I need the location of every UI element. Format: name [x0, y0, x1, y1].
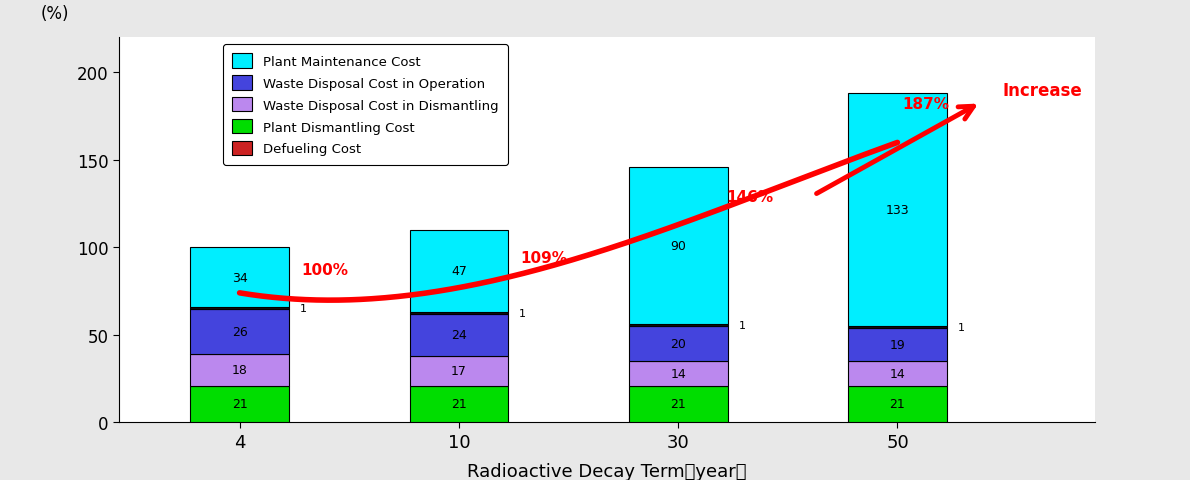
Bar: [628, 326, 727, 361]
Text: 21: 21: [451, 397, 466, 410]
Text: 19: 19: [890, 338, 906, 351]
Bar: [848, 361, 947, 386]
Text: 1: 1: [300, 303, 307, 313]
Bar: [190, 309, 289, 354]
Legend: Plant Maintenance Cost, Waste Disposal Cost in Operation, Waste Disposal Cost in: Plant Maintenance Cost, Waste Disposal C…: [224, 45, 508, 165]
Text: 21: 21: [890, 397, 906, 410]
X-axis label: Radioactive Decay Term（year）: Radioactive Decay Term（year）: [468, 462, 746, 480]
Text: 109%: 109%: [520, 251, 568, 265]
Bar: [628, 324, 727, 326]
Bar: [190, 354, 289, 386]
Bar: [409, 314, 508, 356]
Text: 18: 18: [232, 363, 248, 376]
Text: 1: 1: [739, 321, 745, 331]
Text: 34: 34: [232, 271, 248, 284]
Text: 14: 14: [890, 367, 906, 380]
Bar: [628, 168, 727, 324]
Bar: [190, 248, 289, 307]
Text: 20: 20: [670, 337, 687, 350]
Bar: [848, 94, 947, 326]
Bar: [190, 307, 289, 309]
Bar: [848, 326, 947, 328]
Bar: [409, 356, 508, 386]
Text: Increase: Increase: [1003, 82, 1083, 100]
Text: 1: 1: [958, 322, 965, 332]
Bar: [848, 328, 947, 361]
Bar: [848, 386, 947, 422]
Text: 21: 21: [670, 397, 687, 410]
Text: (%): (%): [40, 5, 69, 23]
Text: 146%: 146%: [726, 189, 774, 204]
Bar: [628, 361, 727, 386]
Text: 187%: 187%: [902, 97, 948, 112]
Text: 133: 133: [885, 204, 909, 217]
Text: 100%: 100%: [301, 263, 347, 277]
Bar: [409, 386, 508, 422]
Bar: [409, 312, 508, 314]
Text: 1: 1: [519, 308, 526, 318]
Bar: [628, 386, 727, 422]
Text: 90: 90: [670, 240, 687, 252]
Bar: [409, 230, 508, 312]
Text: 14: 14: [670, 367, 687, 380]
Text: 17: 17: [451, 364, 466, 377]
Bar: [190, 386, 289, 422]
Text: 21: 21: [232, 397, 248, 410]
Text: 24: 24: [451, 329, 466, 342]
Text: 26: 26: [232, 325, 248, 338]
Text: 47: 47: [451, 265, 466, 278]
